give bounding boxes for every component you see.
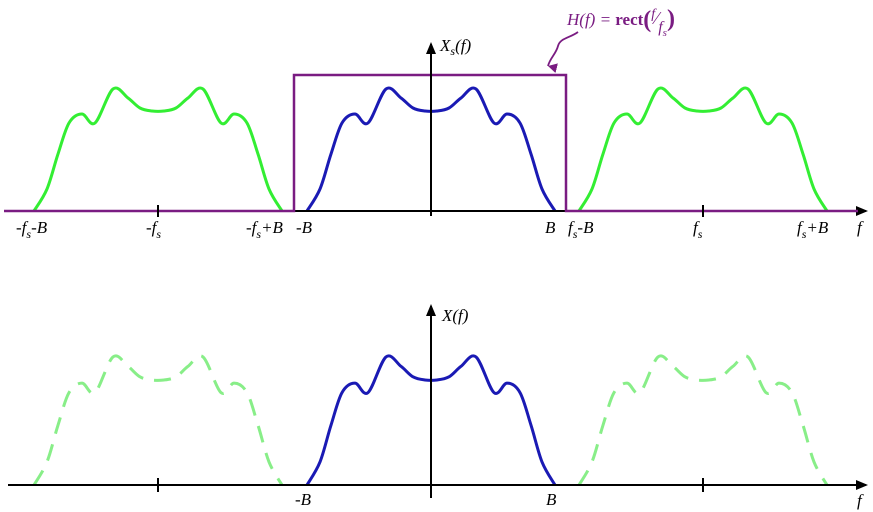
top-tick-label: fs-B [568,218,594,241]
top-tick-label: -fs-B [16,218,48,241]
bottom-tick-label: B [546,490,557,509]
bottom-tick-label: -B [295,490,312,509]
filter-label: H(f) = rect(f⁄fs) [566,6,675,39]
top-y-axis-label: Xs(f) [439,36,471,58]
top-x-axis-label: f [857,218,864,237]
top-tick-marks [157,205,704,217]
filter-annotation: H(f) = rect(f⁄fs) [547,6,675,74]
top-tick-label: fs [693,218,703,241]
top-tick-label: fs+B [797,218,829,241]
top-tick-label: -fs+B [246,218,284,241]
top-tick-label: -fs [146,218,161,241]
suppressed-replica-left [32,354,284,486]
bottom-panel: X(f) f -B B [8,304,868,510]
bottom-tick-marks [157,478,704,492]
top-tick-label: -B [296,218,313,237]
replica-spectrum-left [32,86,284,212]
replica-spectrum-right [577,86,829,212]
suppressed-replica-right [577,354,829,486]
bottom-y-axis-label: X(f) [441,306,469,325]
top-tick-label: B [545,218,556,237]
filter-pointer-arrow [547,31,579,74]
bottom-x-axis-label: f [857,491,864,510]
